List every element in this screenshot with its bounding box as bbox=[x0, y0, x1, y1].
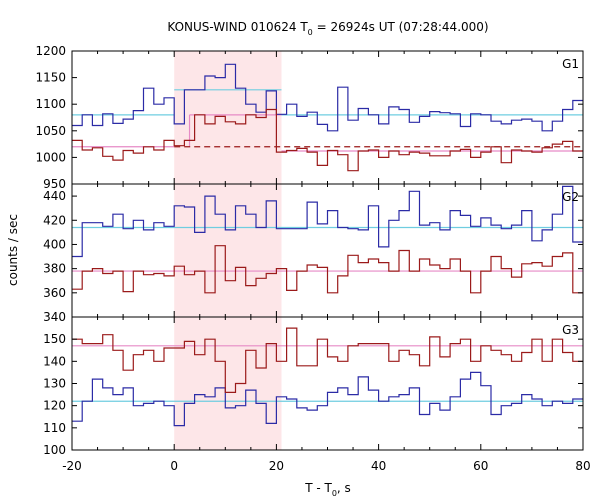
x-tick-label: 80 bbox=[575, 459, 590, 473]
y-tick-label: 140 bbox=[43, 354, 66, 368]
series-red-G1 bbox=[72, 108, 583, 172]
y-tick-label: 100 bbox=[43, 443, 66, 457]
burst-interval bbox=[174, 51, 282, 450]
x-tick-label: -20 bbox=[62, 459, 82, 473]
panel-label: G1 bbox=[562, 57, 579, 71]
panel-label: G2 bbox=[562, 190, 579, 204]
tick-labels: 95010001050110011501200G1340360380400420… bbox=[35, 44, 590, 473]
x-tick-label: 60 bbox=[473, 459, 488, 473]
burst-interval-shading bbox=[174, 51, 282, 450]
y-tick-label: 1150 bbox=[35, 71, 66, 85]
y-tick-label: 950 bbox=[43, 177, 66, 191]
y-tick-label: 360 bbox=[43, 286, 66, 300]
x-tick-label: 40 bbox=[371, 459, 386, 473]
y-tick-label: 120 bbox=[43, 399, 66, 413]
x-axis-label: T - T0, s bbox=[304, 481, 351, 498]
y-tick-label: 1200 bbox=[35, 44, 66, 58]
series-red-G3 bbox=[72, 327, 583, 393]
y-axis-label: counts / sec bbox=[6, 214, 20, 286]
axis-ticks bbox=[71, 50, 584, 451]
y-tick-label: 110 bbox=[43, 421, 66, 435]
y-tick-label: 1100 bbox=[35, 97, 66, 111]
light-curves bbox=[72, 63, 583, 427]
y-tick-label: 130 bbox=[43, 377, 66, 391]
y-tick-label: 1000 bbox=[35, 150, 66, 164]
y-tick-label: 340 bbox=[43, 310, 66, 324]
panel-label: G3 bbox=[562, 323, 579, 337]
panel-frame bbox=[71, 183, 584, 318]
x-tick-label: 0 bbox=[170, 459, 178, 473]
y-tick-label: 400 bbox=[43, 237, 66, 251]
y-tick-label: 380 bbox=[43, 262, 66, 276]
panel-frame bbox=[71, 316, 584, 451]
y-tick-label: 150 bbox=[43, 332, 66, 346]
y-tick-label: 1050 bbox=[35, 124, 66, 138]
series-blue-G1 bbox=[72, 63, 583, 132]
series-blue-G2 bbox=[72, 185, 583, 258]
series-red-G2 bbox=[72, 245, 583, 294]
chart-title: KONUS-WIND 010624 T0 = 26924s UT (07:28:… bbox=[167, 20, 488, 37]
series-blue-G3 bbox=[72, 371, 583, 427]
panel-frames bbox=[71, 50, 584, 451]
x-tick-label: 20 bbox=[269, 459, 284, 473]
y-tick-label: 440 bbox=[43, 189, 66, 203]
y-tick-label: 420 bbox=[43, 213, 66, 227]
